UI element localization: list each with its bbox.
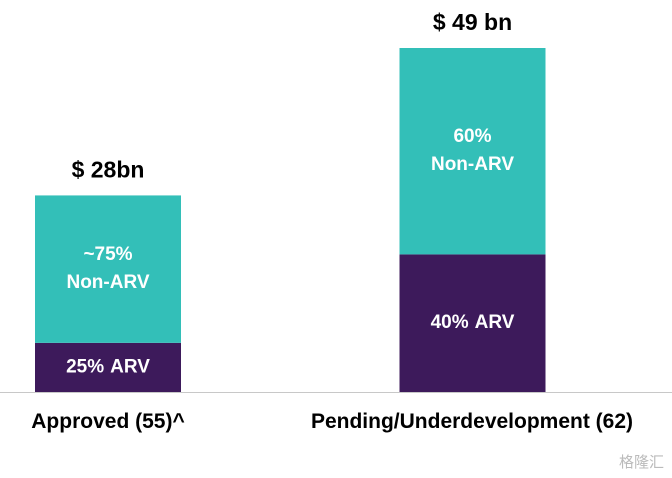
segment-name: Non-ARV: [66, 272, 149, 293]
category-label: Pending/Underdevelopment (62): [310, 410, 634, 433]
bar-segment: [399, 48, 546, 255]
total-label: $ 28bn: [72, 157, 145, 183]
segment-value: 40%: [431, 312, 469, 333]
segment-value: 25%: [66, 356, 104, 377]
segment-value: ~75%: [83, 244, 132, 265]
segment-name: Non-ARV: [431, 154, 514, 175]
watermark: 格隆汇: [618, 453, 664, 471]
segment-name: ARV: [475, 312, 515, 333]
segment-label: 25% ARV: [66, 356, 150, 377]
bar-segment: [399, 254, 546, 392]
category-label: Approved (55)^: [31, 410, 185, 433]
bar-segment: [35, 342, 181, 392]
segment-name: ARV: [110, 356, 150, 377]
bar-segment: [35, 195, 181, 343]
total-label: $ 49 bn: [433, 9, 512, 35]
segment-value: 60%: [453, 126, 491, 147]
segment-label: 40% ARV: [431, 312, 515, 333]
